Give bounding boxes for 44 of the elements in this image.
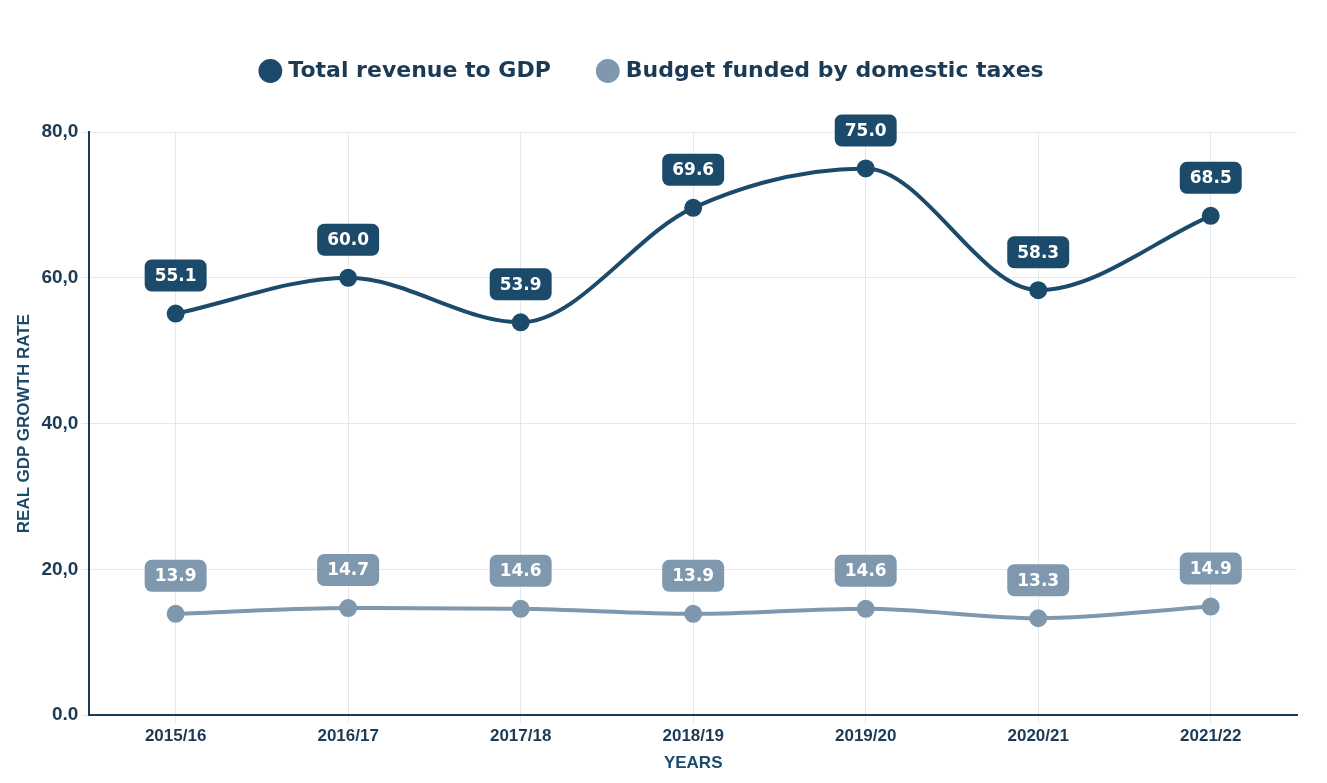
point <box>856 159 875 178</box>
legend-label: Budget funded by domestic taxes <box>625 56 1044 82</box>
x-axis-title: YEARS <box>663 753 723 773</box>
data-label: 55.1 <box>154 264 197 285</box>
data-label: 14.6 <box>844 560 887 581</box>
y-tick-label: 20,0 <box>41 557 79 579</box>
point <box>684 604 703 623</box>
point <box>511 313 530 332</box>
y-tick-label: 0.0 <box>51 703 79 725</box>
x-tick-label: 2019/20 <box>834 726 897 746</box>
point <box>339 599 358 618</box>
point <box>1029 609 1048 628</box>
data-label: 14.7 <box>327 559 370 580</box>
x-tick-label: 2016/17 <box>317 726 379 746</box>
point <box>1201 206 1220 225</box>
data-label: 14.9 <box>1189 558 1232 578</box>
data-label: 13.3 <box>1017 569 1060 590</box>
y-axis-title: REAL GDP GROWTH RATE <box>13 314 33 534</box>
point <box>166 304 185 323</box>
point <box>511 599 530 618</box>
x-tick-label: 2017/18 <box>489 726 552 746</box>
data-label: 60.0 <box>327 229 370 250</box>
point <box>856 599 875 618</box>
point <box>339 268 358 287</box>
point <box>1029 281 1048 300</box>
data-label: 69.6 <box>672 159 715 180</box>
y-tick-label: 40,0 <box>41 411 79 433</box>
x-tick-label: 2020/21 <box>1007 726 1069 746</box>
data-label: 58.3 <box>1017 241 1060 262</box>
data-label: 75.0 <box>844 119 887 140</box>
data-label: 53.9 <box>499 273 542 294</box>
x-tick-label: 2021/22 <box>1180 726 1242 746</box>
data-label: 13.9 <box>154 565 197 586</box>
legend-label: Total revenue to GDP <box>288 56 551 82</box>
data-label: 68.5 <box>1189 167 1232 188</box>
data-label: 14.6 <box>499 560 542 581</box>
y-tick-label: 80,0 <box>41 120 79 142</box>
point <box>1201 597 1220 616</box>
y-tick-label: 60,0 <box>41 266 79 288</box>
x-tick-label: 2015/16 <box>144 726 207 746</box>
data-label: 13.9 <box>672 565 715 586</box>
point <box>684 198 703 217</box>
point <box>166 604 185 623</box>
x-tick-label: 2018/19 <box>662 726 724 746</box>
